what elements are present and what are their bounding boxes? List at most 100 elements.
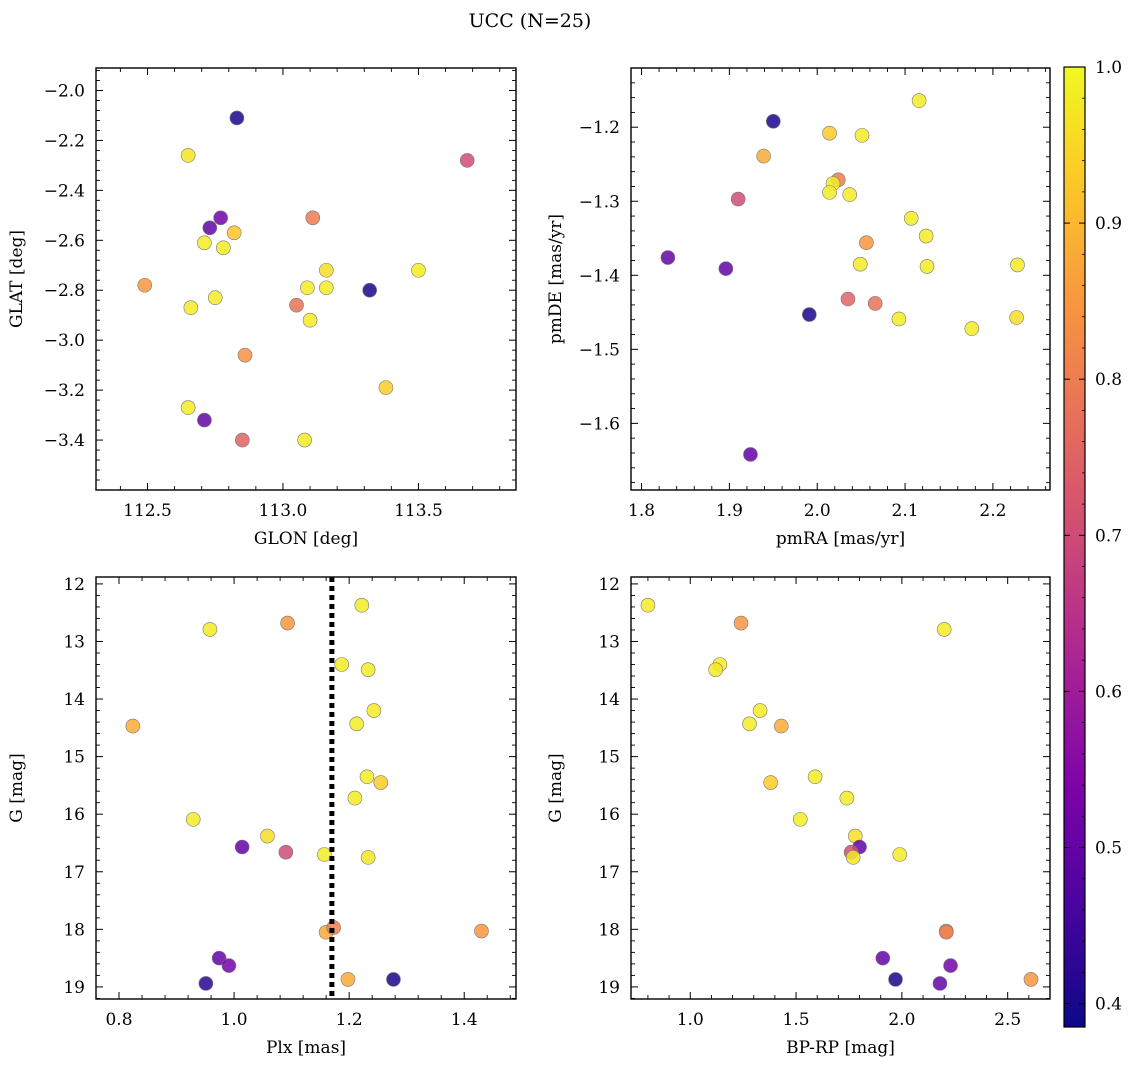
data-point [305,210,321,226]
data-point [297,432,312,448]
y-tick-label: 15 [598,748,620,768]
data-point [822,185,837,200]
y-tick-label: −2.2 [44,131,85,151]
data-point [260,828,275,844]
data-point [360,662,376,677]
y-tick-label: 16 [63,805,85,825]
data-point [854,128,870,143]
y-tick-label: 13 [598,632,620,652]
data-point [386,972,401,987]
data-point [411,262,426,278]
data-point [918,228,934,244]
data-point [211,950,227,966]
data-point [1010,257,1025,273]
x-tick-label: 1.4 [451,1010,478,1030]
data-point [354,597,370,613]
colorbar-tick-label: 0.8 [1095,370,1122,390]
x-tick-label: 1.5 [783,1010,810,1030]
data-point [216,240,231,256]
colorbar-tick-label: 0.5 [1095,838,1122,858]
x-tick-label: 2.2 [979,501,1006,521]
panel-1: 112.5 113.0 113.5 −3.4 −3.2 −3.0 −2.8 −2.6 −2.4 −… [7,67,517,549]
x-tick-label: 1.2 [336,1010,363,1030]
data-point [474,923,489,939]
data-point [939,924,954,940]
data-point [919,259,935,274]
data-point [766,114,781,129]
x-axis-label: BP-RP [mag] [786,1038,895,1058]
data-point [280,615,295,631]
colorbar-tick-label: 0.7 [1095,526,1122,546]
data-point [180,400,196,415]
data-point [742,716,757,732]
data-point [360,850,376,865]
data-point [319,262,334,278]
data-point [221,958,237,973]
data-point [235,432,250,448]
data-point [373,775,389,790]
data-point [185,812,201,827]
y-tick-label: 12 [598,575,620,595]
data-point [718,261,734,276]
data-point [911,93,927,108]
data-point [202,622,218,637]
y-axis-label: GLAT [deg] [7,230,27,328]
data-point [1009,310,1024,325]
y-tick-label: 18 [63,920,85,940]
y-tick-label: 14 [63,690,85,710]
data-layer [125,577,489,999]
data-point [319,280,334,296]
colorbar-tick-label: 0.4 [1095,995,1122,1015]
y-tick-label: 12 [63,575,85,595]
data-point [875,950,891,966]
data-point [359,769,375,785]
data-point [660,250,676,265]
y-tick-label: −1.6 [579,414,620,434]
x-axis-label: GLON [deg] [254,529,358,549]
data-point [733,615,749,631]
data-point [743,447,758,462]
data-point [340,972,356,987]
data-point [300,280,315,296]
data-point [289,297,304,313]
data-point [756,148,771,164]
colorbar: 0.4 0.5 0.6 0.7 0.8 0.9 1.0 [1063,58,1122,1028]
y-tick-label: −3.0 [44,331,85,351]
x-axis-label: pmRA [mas/yr] [776,529,905,549]
x-axis-label: Plx [mas] [266,1038,346,1058]
y-tick-label: −1.4 [579,266,620,286]
data-point [197,412,212,428]
data-point [964,321,980,336]
x-tick-label: 0.8 [105,1010,132,1030]
colorbar-gradient [1064,67,1085,1027]
data-point [842,187,858,202]
data-point [207,290,223,306]
y-tick-label: −2.0 [44,81,85,101]
data-point [763,775,778,790]
data-point [892,847,908,862]
y-axis-label: G [mag] [7,753,27,822]
data-point [792,812,808,827]
data-point [822,125,837,141]
data-point [198,976,214,991]
y-tick-label: −1.5 [579,340,620,360]
y-tick-label: −1.3 [579,192,620,212]
data-layer [640,597,1039,991]
axes-frame [95,576,517,1000]
y-tick-label: 15 [63,748,85,768]
data-point [202,220,218,236]
data-layer [660,93,1025,462]
data-point [378,380,394,395]
data-point [807,769,823,785]
y-tick-label: −1.2 [579,118,620,138]
y-tick-label: −2.8 [44,281,85,301]
data-point [366,703,382,718]
y-tick-label: 16 [598,805,620,825]
data-point [730,191,746,207]
data-point [347,790,363,806]
data-point [334,657,349,672]
data-point [197,235,212,251]
data-layer [137,110,475,448]
y-tick-label: 19 [598,978,620,998]
axes-frame [95,67,517,491]
